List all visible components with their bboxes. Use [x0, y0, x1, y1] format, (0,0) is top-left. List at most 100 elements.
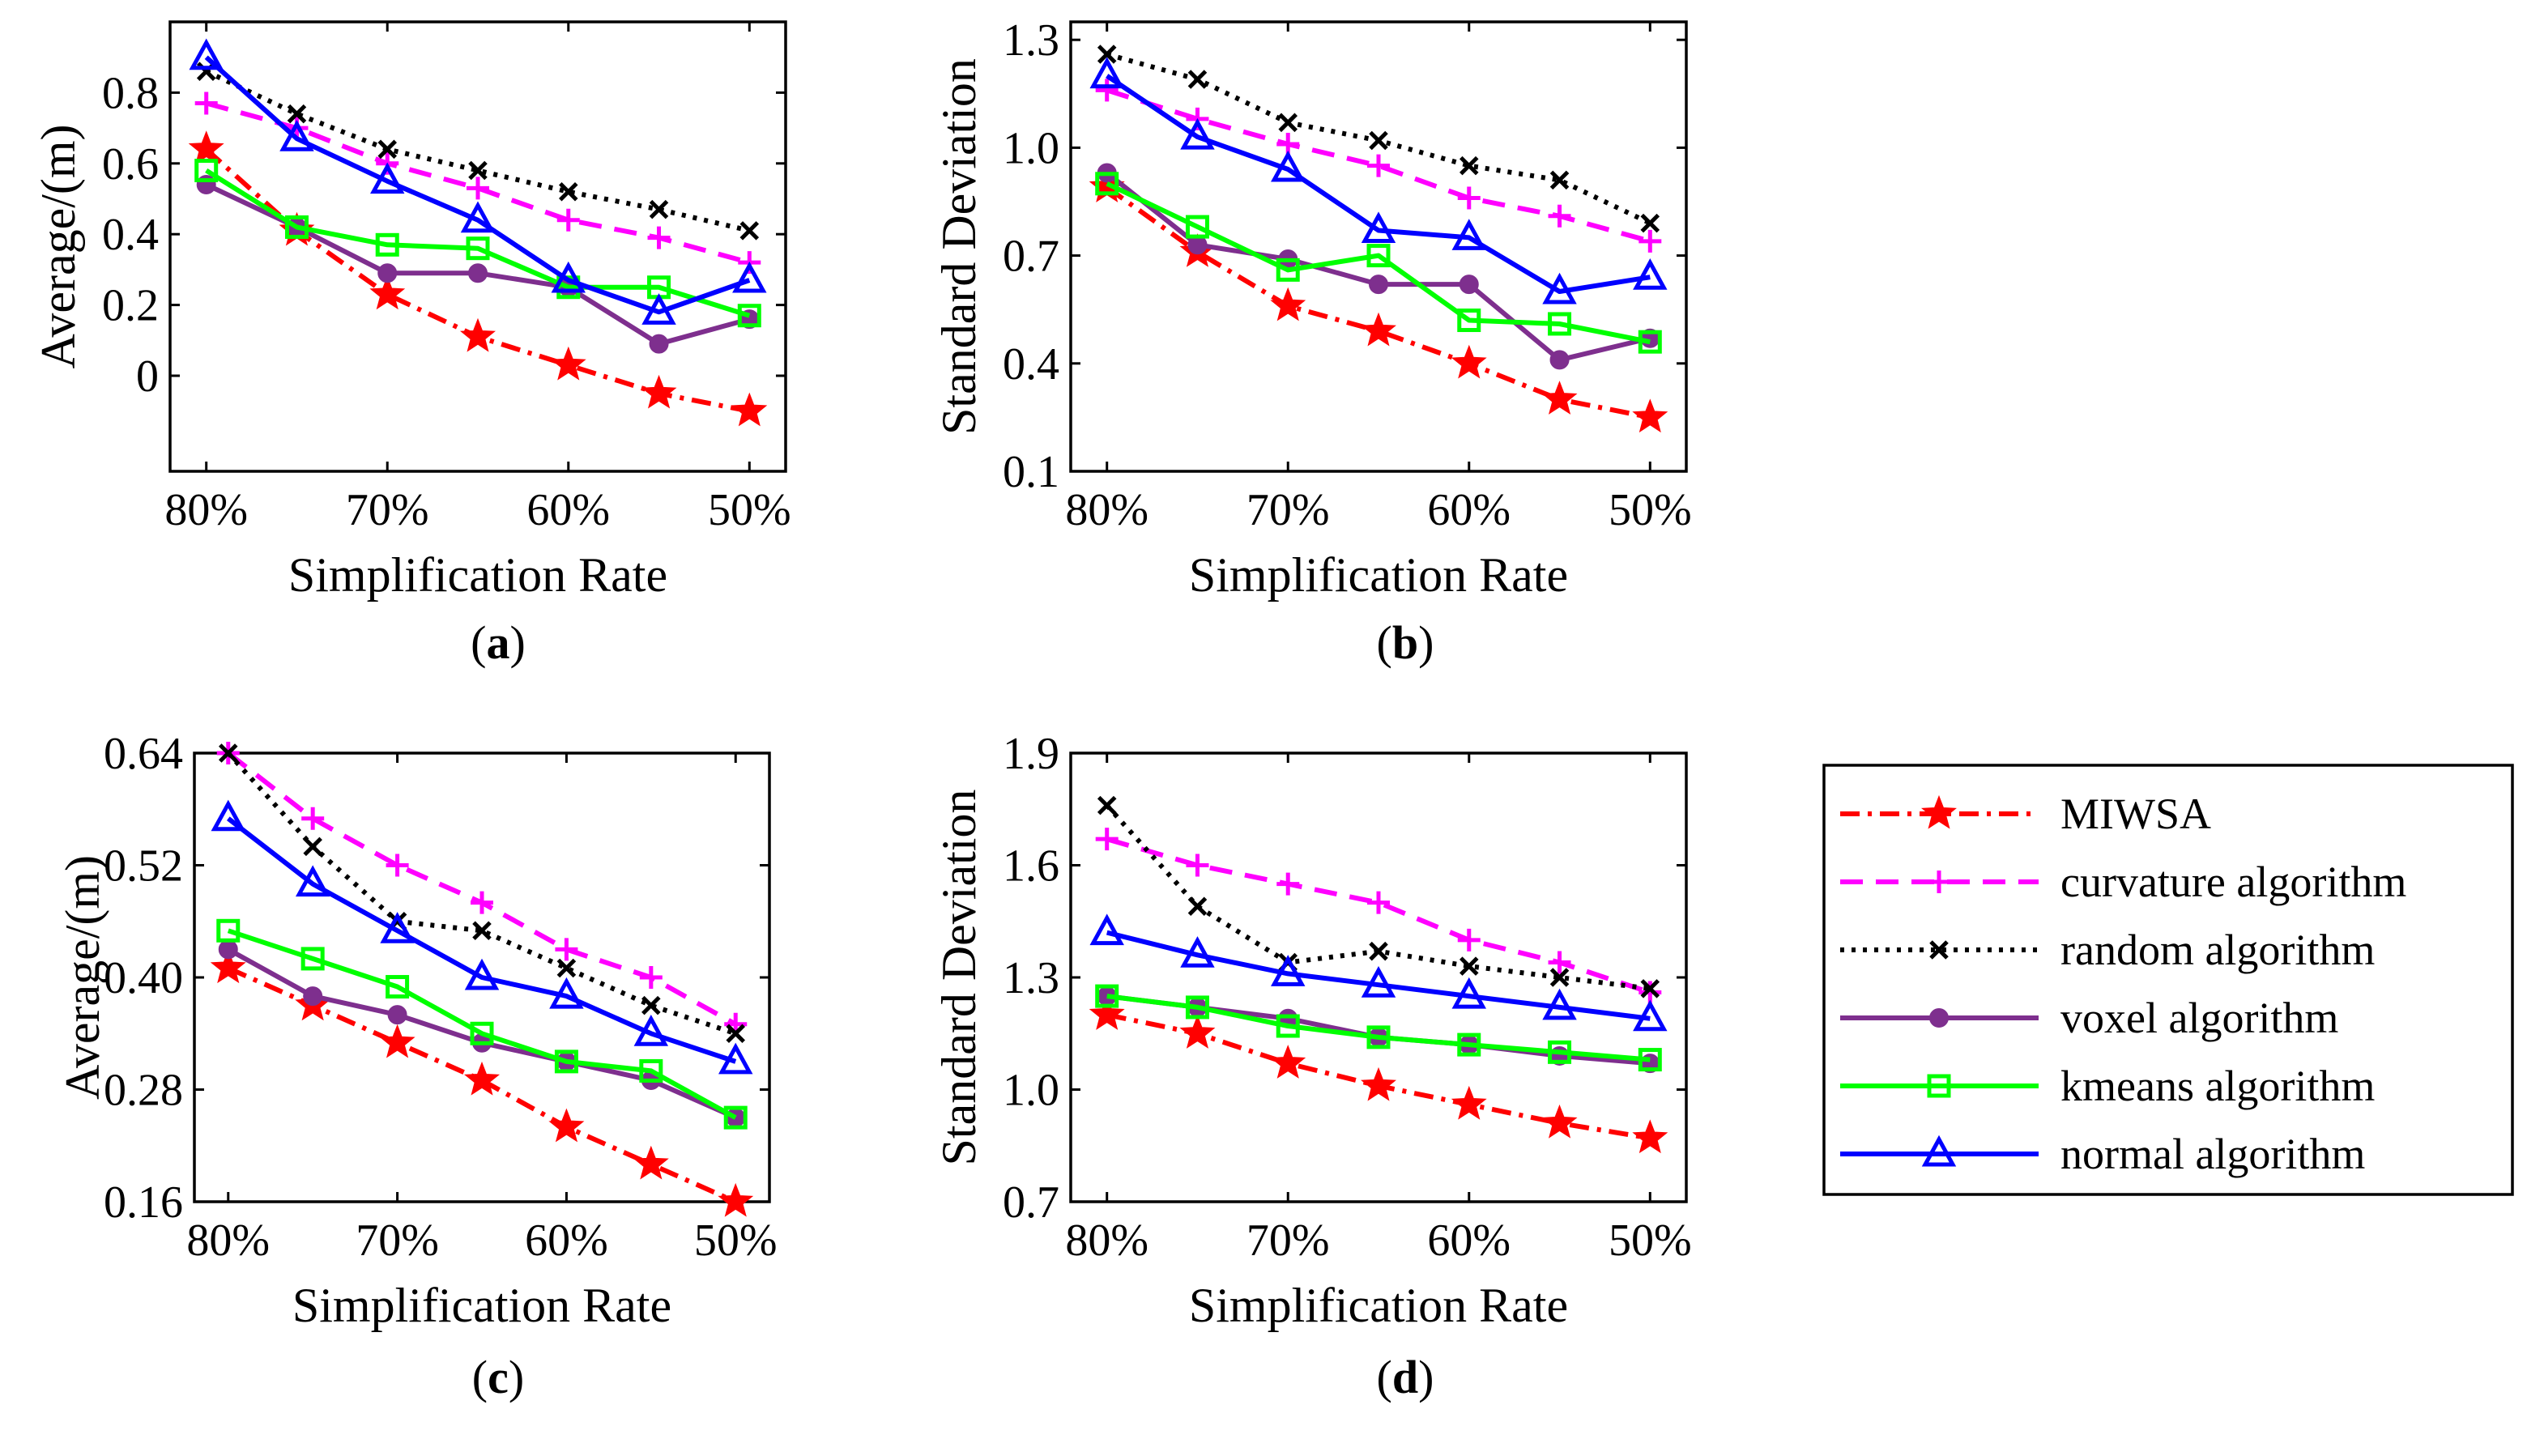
data-point: [555, 938, 578, 961]
data-point: [1361, 211, 1396, 244]
data-point: [1457, 1032, 1481, 1057]
y-tick-label: 0.4: [1003, 339, 1059, 390]
y-tick-label: 1.9: [1003, 729, 1059, 779]
data-point: [726, 1108, 746, 1128]
data-point: [1459, 275, 1479, 295]
legend-label: voxel algorithm: [2060, 994, 2338, 1042]
data-point: [633, 1015, 669, 1046]
data-point: [472, 921, 492, 941]
data-point: [1638, 330, 1662, 354]
y-tick-label: 1.0: [1003, 1066, 1059, 1116]
data-point: [460, 201, 496, 233]
y-tick-label: 0: [136, 351, 159, 402]
panel-caption: (c): [472, 1351, 524, 1403]
data-point: [369, 275, 406, 310]
data-point: [466, 236, 490, 261]
data-point: [1632, 1119, 1668, 1154]
data-point: [1369, 275, 1388, 295]
series-line: [1106, 181, 1651, 345]
series-normal-algorithm: [211, 799, 753, 1075]
data-point: [1187, 896, 1208, 917]
data-point: [1640, 213, 1660, 233]
data-point: [1186, 854, 1209, 877]
data-point: [464, 958, 500, 990]
data-point: [386, 854, 409, 877]
y-tick-label: 0.4: [102, 210, 159, 260]
data-point: [375, 232, 399, 257]
legend-entry-normal-algorithm: normal algorithm: [1840, 1130, 2365, 1178]
data-point: [189, 38, 224, 70]
data-point: [633, 1145, 669, 1180]
data-point: [1542, 272, 1577, 304]
data-point: [386, 975, 410, 999]
y-tick-label: 0.64: [104, 729, 183, 779]
data-point: [732, 261, 767, 293]
x-tick-label: 50%: [708, 485, 791, 535]
data-point: [188, 130, 224, 164]
data-point: [1549, 968, 1570, 987]
y-tick-label: 0.1: [1003, 447, 1059, 497]
data-point: [1548, 951, 1571, 974]
legend-box: [1822, 764, 2514, 1196]
data-point: [303, 986, 323, 1007]
y-tick-label: 0.16: [104, 1177, 183, 1228]
legend-marker: [1927, 1074, 1951, 1098]
y-tick-label: 0.40: [104, 953, 183, 1003]
legend-entry-random-algorithm: random algorithm: [1840, 926, 2375, 974]
x-tick-label: 80%: [186, 1215, 270, 1266]
series-line: [1106, 74, 1651, 294]
data-point: [470, 1021, 494, 1045]
data-point: [551, 261, 586, 293]
series-line: [204, 55, 751, 315]
legend-label: random algorithm: [2060, 926, 2375, 974]
legend-label: MIWSA: [2060, 790, 2211, 838]
data-point: [1095, 984, 1119, 1008]
data-point: [460, 317, 496, 352]
series-line: [226, 816, 737, 1064]
data-point: [196, 62, 216, 81]
y-tick-label: 0.7: [1003, 232, 1059, 282]
y-tick-label: 1.3: [1003, 953, 1059, 1003]
data-point: [1639, 229, 1662, 253]
panel-a-chart: 0 0.2 0.4 0.6 0.8 80% 70% 60% 50% Simplification …: [32, 20, 791, 669]
data-point: [1451, 344, 1487, 379]
data-point: [554, 1049, 578, 1074]
data-point: [558, 181, 578, 202]
series-random-algorithm: [1097, 795, 1660, 998]
series-kmeans-algorithm: [1095, 984, 1662, 1072]
data-point: [1361, 312, 1396, 347]
data-point: [1366, 244, 1391, 268]
data-point: [1549, 350, 1570, 370]
data-point: [380, 912, 415, 943]
y-axis-label: Average/(m): [32, 124, 85, 368]
y-axis-label: Standard Deviation: [932, 58, 986, 435]
data-point: [1276, 1014, 1300, 1038]
legend-marker: [1928, 871, 1950, 893]
data-point: [1451, 977, 1486, 1009]
data-point: [1633, 999, 1668, 1032]
data-point: [1361, 966, 1396, 998]
data-point: [1276, 258, 1300, 282]
x-tick-label: 70%: [346, 485, 429, 535]
data-point: [194, 92, 218, 115]
legend-marker: [1929, 940, 1949, 960]
data-point: [1185, 215, 1209, 239]
data-point: [1185, 995, 1209, 1020]
data-point: [649, 199, 669, 219]
series-curvature-algorithm: [1095, 828, 1662, 1004]
axes-frame: [168, 20, 787, 473]
data-point: [295, 865, 330, 897]
data-point: [211, 799, 245, 832]
data-point: [639, 1058, 663, 1083]
panel-caption: (a): [471, 616, 526, 669]
data-point: [723, 1105, 748, 1130]
x-tick-label: 60%: [525, 1215, 608, 1266]
legend-entry-curvature-algorithm: curvature algorithm: [1840, 858, 2406, 906]
y-axis-label: Average/(m): [56, 855, 109, 1100]
data-point: [1270, 287, 1306, 321]
data-point: [718, 1182, 754, 1217]
data-point: [1541, 381, 1578, 415]
x-tick-label: 60%: [1427, 1215, 1511, 1266]
legend-label: normal algorithm: [2060, 1130, 2365, 1178]
data-point: [639, 966, 663, 989]
